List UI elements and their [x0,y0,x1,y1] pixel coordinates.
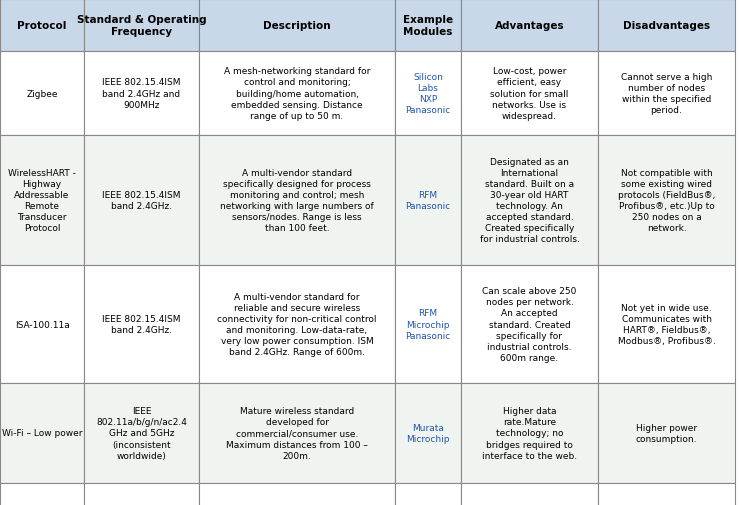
Bar [84,136,199,266]
Bar [199,0,395,52]
Text: Can scale above 250
nodes per network.
An accepted
standard. Created
specificall: Can scale above 250 nodes per network. A… [482,287,576,362]
Bar [461,0,598,52]
Bar [461,266,598,383]
Bar [598,52,735,136]
Bar [598,136,735,266]
Bar [199,136,395,266]
Bar [84,383,199,483]
Text: Cannot serve a high
number of nodes
within the specified
period.: Cannot serve a high number of nodes with… [621,73,712,115]
Bar [395,136,461,266]
Text: ISA-100.11a: ISA-100.11a [15,320,70,329]
Text: Murata
Microchip: Murata Microchip [406,423,450,443]
Bar [84,266,199,383]
Bar [395,0,461,52]
Bar [598,483,735,505]
Text: A mesh-networking standard for
control and monitoring;
building/home automation,: A mesh-networking standard for control a… [223,67,370,121]
Bar [395,266,461,383]
Bar [395,383,461,483]
Text: Standard & Operating
Frequency: Standard & Operating Frequency [77,15,206,37]
Text: Silicon
Labs
NXP
Panasonic: Silicon Labs NXP Panasonic [406,73,451,115]
Bar [0,483,84,505]
Bar [84,0,199,52]
Bar [199,266,395,383]
Text: Wi-Fi – Low power: Wi-Fi – Low power [1,429,82,438]
Bar [598,383,735,483]
Text: Compatible with
large number of
consumer devices.
Low cost with high
data rate(1: Compatible with large number of consumer… [485,504,574,505]
Bar [0,0,84,52]
Bar [84,52,199,136]
Text: Higher power
consumption.: Higher power consumption. [636,423,697,443]
Text: A multi-vendor standard for
reliable and secure wireless
connectivity for non-cr: A multi-vendor standard for reliable and… [218,292,377,357]
Bar [0,52,84,136]
Text: RFM
Microchip
Panasonic: RFM Microchip Panasonic [406,309,451,340]
Text: Advantages: Advantages [494,21,565,31]
Bar [461,483,598,505]
Text: IEEE 802.15.4ISM
band 2.4GHz.: IEEE 802.15.4ISM band 2.4GHz. [102,314,181,334]
Bar [598,266,735,383]
Bar [461,383,598,483]
Bar [0,383,84,483]
Bar [461,136,598,266]
Text: Disadvantages: Disadvantages [623,21,710,31]
Bar [395,52,461,136]
Bar [199,52,395,136]
Text: Example
Modules: Example Modules [403,15,453,37]
Text: IEEE
802.11a/b/g/n/ac2.4
GHz and 5GHz
(inconsistent
worldwide): IEEE 802.11a/b/g/n/ac2.4 GHz and 5GHz (i… [96,407,187,460]
Bar [84,483,199,505]
Text: Designated as an
International
standard. Built on a
30-year old HART
technology.: Designated as an International standard.… [480,158,579,244]
Text: Description: Description [263,21,331,31]
Text: Not compatible with
some existing wired
protocols (FieldBus®,
Profibus®, etc.)Up: Not compatible with some existing wired … [618,168,715,233]
Text: A multi-vendor standard
specifically designed for process
monitoring and control: A multi-vendor standard specifically des… [220,168,374,233]
Text: Higher data
rate.Mature
technology; no
bridges required to
interface to the web.: Higher data rate.Mature technology; no b… [482,407,577,460]
Text: Zigbee: Zigbee [26,89,58,98]
Bar [461,52,598,136]
Bar [395,483,461,505]
Text: Protocol: Protocol [17,21,67,31]
Bar [0,136,84,266]
Bar [199,383,395,483]
Text: IEEE 802.15.4ISM
band 2.4GHz and
900MHz: IEEE 802.15.4ISM band 2.4GHz and 900MHz [102,78,181,110]
Bar [598,0,735,52]
Bar [0,266,84,383]
Text: RFM
Panasonic: RFM Panasonic [406,190,451,211]
Bar [199,483,395,505]
Text: Low-cost, power
efficient, easy
solution for small
networks. Use is
widespread.: Low-cost, power efficient, easy solution… [491,67,568,121]
Text: Mature wireless standard
developed for
commercial/consumer use.
Maximum distance: Mature wireless standard developed for c… [226,407,368,460]
Text: WirelessHART -
Highway
Addressable
Remote
Transducer
Protocol: WirelessHART - Highway Addressable Remot… [8,168,76,233]
Text: IEEE 802.15.4ISM
band 2.4GHz.: IEEE 802.15.4ISM band 2.4GHz. [102,190,181,211]
Text: Not yet in wide use.
Communicates with
HART®, Fieldbus®,
Modbus®, Profibus®.: Not yet in wide use. Communicates with H… [618,303,716,345]
